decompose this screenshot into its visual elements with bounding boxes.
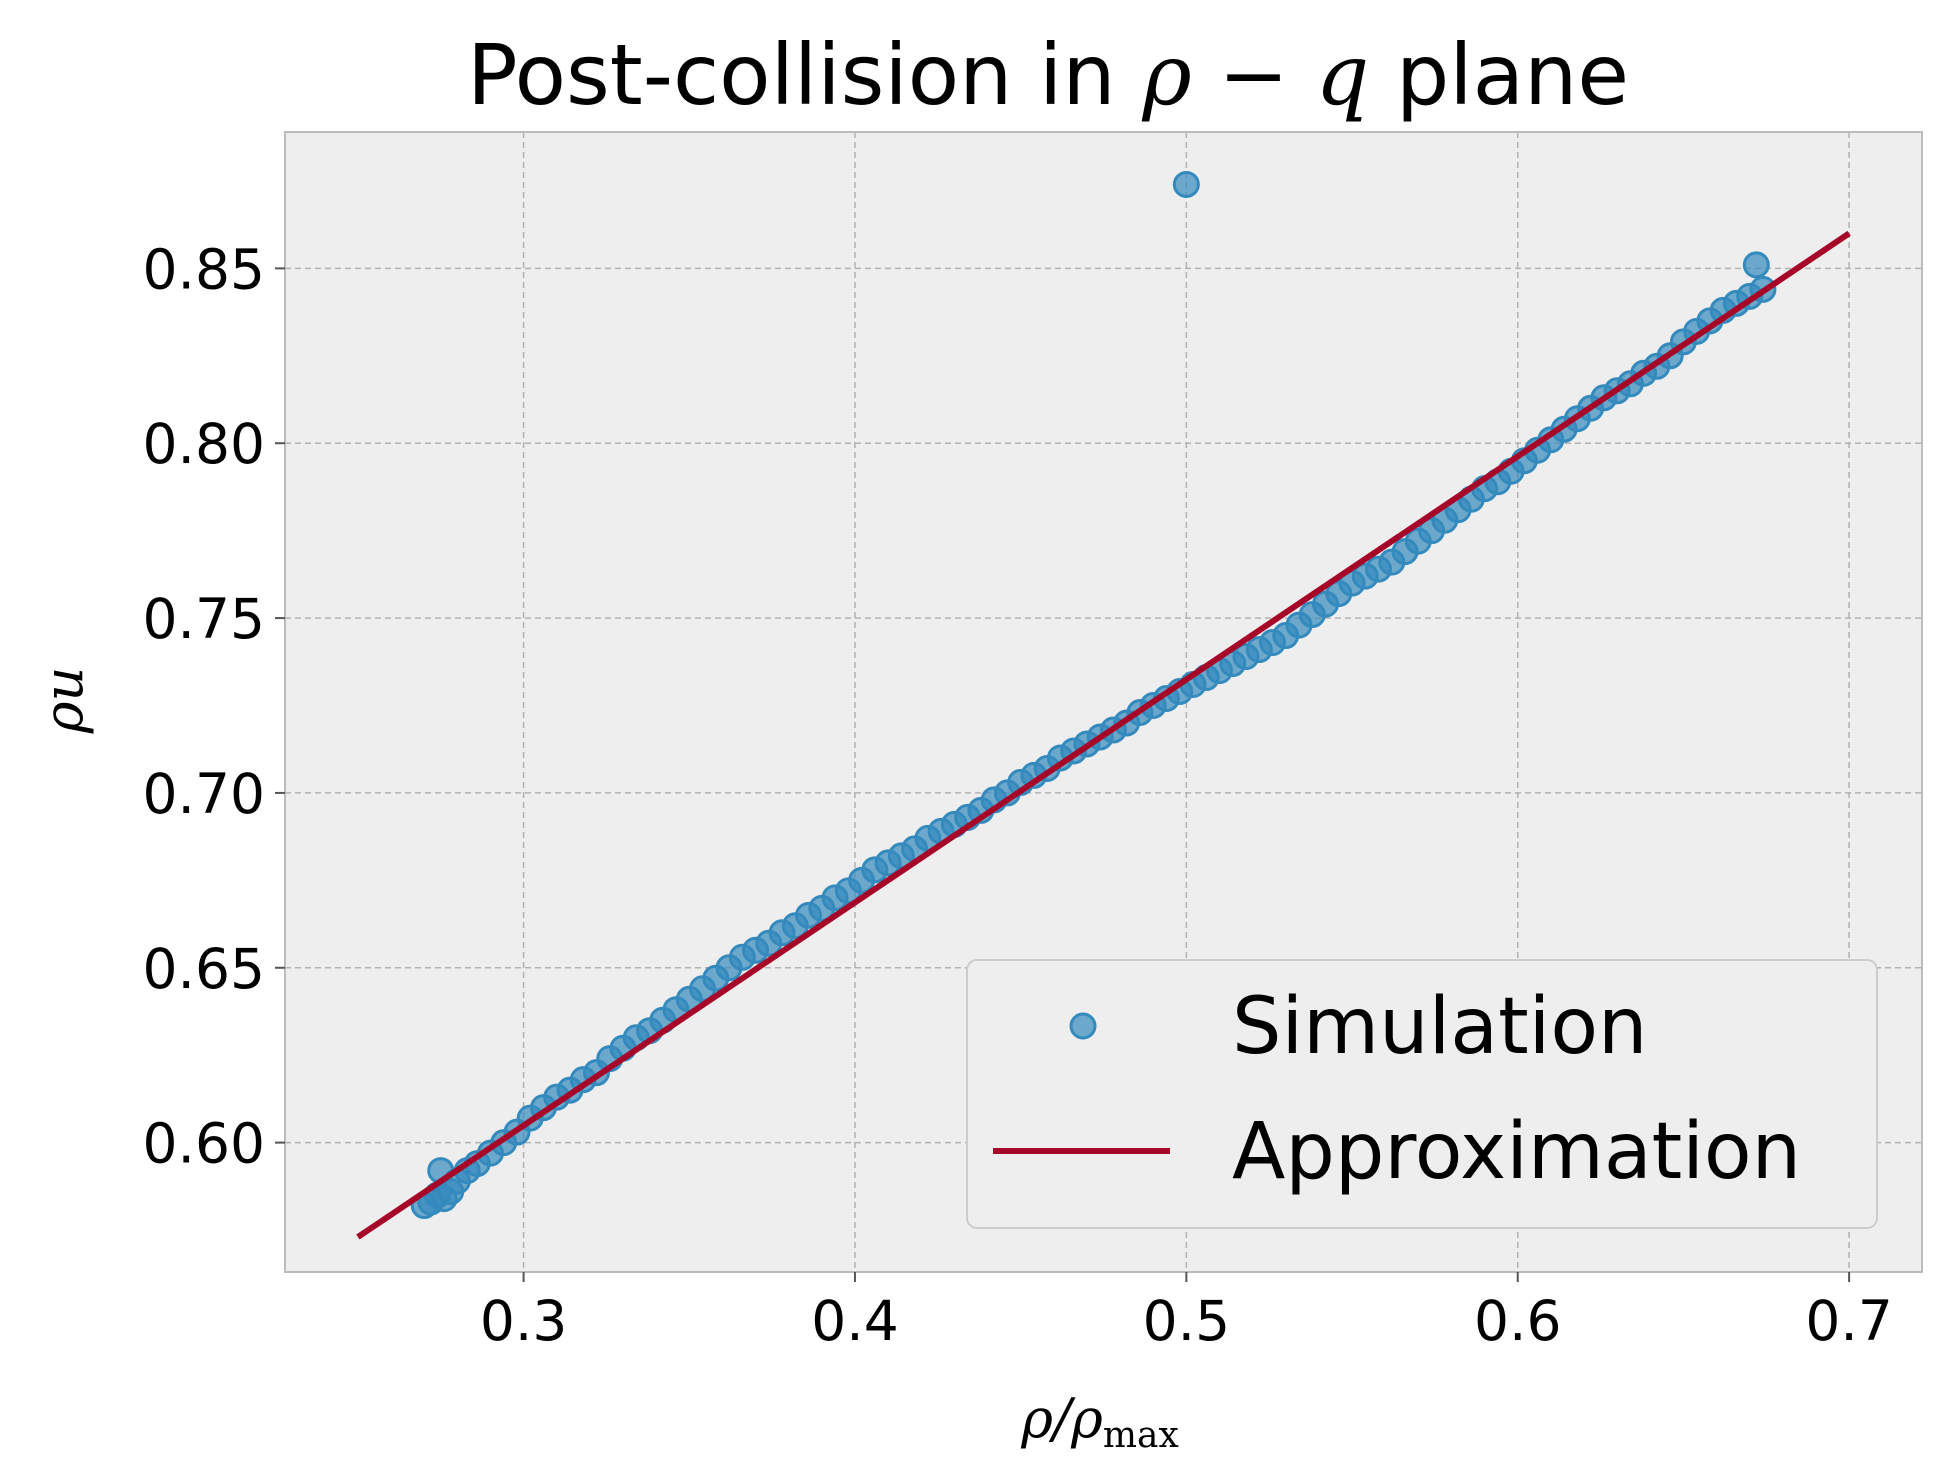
y-tick-label: 0.85 (143, 237, 265, 301)
x-tick-label: 0.3 (480, 1289, 567, 1353)
approximation-line (356, 230, 1851, 1240)
y-tick-label: 0.60 (143, 1112, 265, 1176)
x-axis-label-main: ρ/ρ (1020, 1387, 1103, 1450)
legend-simulation-marker (1069, 1012, 1097, 1040)
y-axis-label: ρu (32, 667, 95, 735)
simulation-point (1742, 251, 1770, 279)
x-axis-label: ρ/ρmax (1020, 1387, 1179, 1456)
legend: Simulation Approximation (966, 959, 1878, 1229)
x-axis-label-sub: max (1103, 1415, 1179, 1456)
x-tick-label: 0.6 (1474, 1289, 1561, 1353)
title-math-minus: − (1192, 26, 1316, 124)
legend-approximation-label: Approximation (1232, 1107, 1801, 1197)
y-tick-label: 0.65 (143, 937, 265, 1001)
legend-box (966, 959, 1878, 1229)
chart-title: Post-collision in ρ − q plane (467, 26, 1629, 124)
plot-frame (284, 131, 1923, 1273)
title-math-q: q (1316, 26, 1370, 124)
title-prefix: Post-collision in (467, 26, 1142, 124)
y-tick-label: 0.70 (143, 762, 265, 826)
x-axis-ticks: 0.3 0.4 0.5 0.6 0.7 (480, 1272, 1893, 1353)
y-tick-label: 0.75 (143, 587, 265, 651)
x-tick-label: 0.5 (1143, 1289, 1230, 1353)
y-axis-ticks: 0.60 0.65 0.70 0.75 0.80 0.85 (143, 237, 285, 1176)
title-suffix: plane (1369, 26, 1629, 124)
x-tick-label: 0.4 (811, 1289, 898, 1353)
approximation-series (356, 230, 1851, 1240)
grid (285, 132, 1922, 1272)
y-tick-label: 0.80 (143, 412, 265, 476)
title-math-rho: ρ (1141, 26, 1191, 124)
legend-simulation-label: Simulation (1232, 982, 1647, 1072)
simulation-point (1172, 170, 1200, 198)
x-tick-label: 0.7 (1805, 1289, 1892, 1353)
